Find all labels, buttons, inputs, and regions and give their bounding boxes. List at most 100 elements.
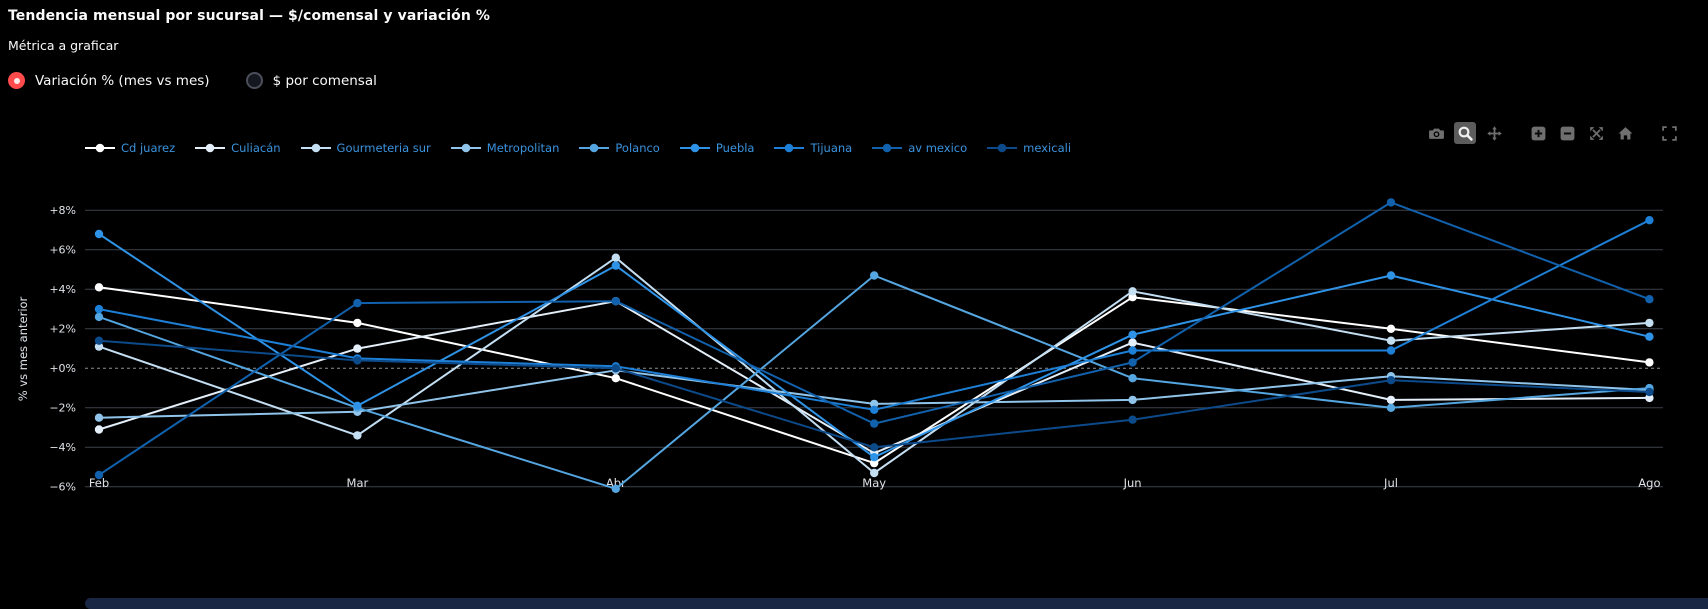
data-point-metropolitan[interactable]	[94, 413, 104, 422]
legend-marker-icon	[300, 143, 331, 153]
data-point-mexicali[interactable]	[94, 336, 104, 345]
data-point-culiac-n[interactable]	[353, 344, 362, 353]
data-point-av-mexico[interactable]	[94, 470, 104, 480]
camera-icon[interactable]	[1425, 122, 1447, 144]
data-point-av-mexico[interactable]	[870, 419, 879, 428]
y-tick-label: +4%	[49, 283, 76, 296]
data-point-cd-juarez[interactable]	[1645, 358, 1654, 367]
data-point-polanco[interactable]	[1386, 403, 1396, 412]
data-point-cd-juarez[interactable]	[1128, 293, 1137, 302]
data-point-polanco[interactable]	[1128, 374, 1137, 383]
legend-item-puebla[interactable]: Puebla	[679, 141, 754, 155]
data-point-puebla[interactable]	[611, 261, 620, 270]
radio-unselected-icon[interactable]	[245, 72, 263, 89]
line-chart[interactable]: −6%−4%−2%+0%+2%+4%+6%+8%FebMarAbrMayJunJ…	[0, 0, 1708, 560]
legend-label: Culiacán	[231, 141, 281, 155]
metric-radio-group: Variación % (mes vs mes) $ por comensal	[8, 72, 377, 89]
data-point-puebla[interactable]	[94, 229, 104, 239]
legend-marker-icon	[872, 143, 903, 153]
legend-item-cd-juarez[interactable]: Cd juarez	[85, 141, 175, 155]
data-point-mexicali[interactable]	[611, 364, 620, 373]
legend-item-mexicali[interactable]: mexicali	[987, 141, 1071, 155]
legend-dot	[95, 143, 105, 153]
y-tick-label: +6%	[49, 244, 76, 257]
data-point-gourmeteria-sur[interactable]	[94, 342, 104, 351]
radio-option-comensal[interactable]: $ por comensal	[245, 72, 377, 89]
data-point-cd-juarez[interactable]	[353, 318, 362, 328]
data-point-puebla[interactable]	[1386, 271, 1396, 280]
data-point-mexicali[interactable]	[353, 356, 362, 365]
x-tick-label: Mar	[347, 476, 369, 490]
data-point-gourmeteria-sur[interactable]	[353, 431, 362, 440]
legend-dot	[461, 143, 471, 153]
legend-label: Cd juarez	[121, 141, 176, 155]
legend-item-gourmeteria-sur[interactable]: Gourmeteria sur	[300, 141, 431, 155]
page-title: Tendencia mensual por sucursal — $/comen…	[8, 8, 491, 24]
data-point-culiac-n[interactable]	[1128, 338, 1137, 347]
data-point-av-mexico[interactable]	[611, 297, 620, 306]
legend-marker-icon	[195, 143, 226, 153]
data-point-tijuana[interactable]	[1645, 216, 1654, 225]
legend-label: av mexico	[908, 141, 968, 155]
legend-dot	[882, 143, 892, 153]
data-point-mexicali[interactable]	[1128, 415, 1137, 424]
data-point-cd-juarez[interactable]	[94, 283, 104, 292]
data-point-culiac-n[interactable]	[1645, 393, 1654, 403]
data-point-puebla[interactable]	[870, 453, 879, 462]
x-tick-label: May	[862, 476, 886, 490]
legend-label: Metropolitan	[486, 141, 560, 155]
data-point-metropolitan[interactable]	[870, 399, 879, 409]
data-point-av-mexico[interactable]	[353, 298, 362, 308]
legend-item-culiac-n[interactable]: Culiacán	[195, 141, 281, 155]
legend-item-av-mexico[interactable]: av mexico	[872, 141, 967, 155]
data-point-mexicali[interactable]	[1645, 387, 1654, 397]
horizontal-scrollbar[interactable]	[85, 598, 1708, 609]
data-point-metropolitan[interactable]	[1128, 395, 1137, 405]
legend-item-polanco[interactable]: Polanco	[579, 141, 660, 155]
data-point-av-mexico[interactable]	[1128, 358, 1137, 367]
data-point-av-mexico[interactable]	[1645, 295, 1654, 304]
legend-dot	[590, 143, 599, 153]
data-point-av-mexico[interactable]	[1386, 198, 1396, 207]
data-point-culiac-n[interactable]	[94, 425, 104, 434]
data-point-polanco[interactable]	[94, 312, 104, 322]
data-point-tijuana[interactable]	[870, 405, 879, 414]
data-point-gourmeteria-sur[interactable]	[870, 468, 879, 478]
data-point-gourmeteria-sur[interactable]	[611, 253, 620, 262]
pan-icon[interactable]	[1483, 122, 1505, 144]
data-point-puebla[interactable]	[1128, 330, 1137, 339]
zoom-in-icon[interactable]	[1527, 122, 1549, 144]
zoom-out-icon[interactable]	[1556, 122, 1578, 144]
x-tick-label: Ago	[1638, 476, 1660, 490]
data-point-gourmeteria-sur[interactable]	[1386, 336, 1396, 345]
plotly-modebar	[1425, 122, 1680, 144]
legend-item-metropolitan[interactable]: Metropolitan	[450, 141, 560, 155]
data-point-mexicali[interactable]	[870, 443, 879, 452]
data-point-tijuana[interactable]	[94, 304, 104, 314]
data-point-gourmeteria-sur[interactable]	[1645, 318, 1654, 328]
data-point-tijuana[interactable]	[1386, 346, 1396, 355]
data-point-cd-juarez[interactable]	[611, 374, 620, 383]
data-point-puebla[interactable]	[1645, 332, 1654, 341]
legend-dot	[311, 143, 320, 153]
legend-item-tijuana[interactable]: Tijuana	[774, 141, 852, 155]
data-point-mexicali[interactable]	[1386, 376, 1396, 385]
data-point-polanco[interactable]	[611, 484, 620, 493]
data-point-culiac-n[interactable]	[1386, 395, 1396, 405]
zoom-icon[interactable]	[1454, 122, 1476, 144]
radio-option-variacion[interactable]: Variación % (mes vs mes)	[8, 72, 210, 89]
data-point-cd-juarez[interactable]	[1386, 324, 1396, 333]
legend-marker-icon	[85, 143, 115, 153]
data-point-polanco[interactable]	[870, 271, 879, 280]
reset-axes-home-icon[interactable]	[1614, 122, 1636, 144]
data-point-puebla[interactable]	[353, 401, 362, 410]
radio-selected-icon[interactable]	[8, 72, 25, 89]
fullscreen-icon[interactable]	[1658, 122, 1680, 144]
y-tick-label: +2%	[49, 323, 76, 336]
data-point-cd-juarez[interactable]	[870, 458, 879, 468]
data-point-tijuana[interactable]	[1128, 346, 1137, 355]
data-point-gourmeteria-sur[interactable]	[1128, 287, 1137, 296]
autoscale-icon[interactable]	[1585, 122, 1607, 144]
legend-marker-icon	[679, 143, 710, 153]
